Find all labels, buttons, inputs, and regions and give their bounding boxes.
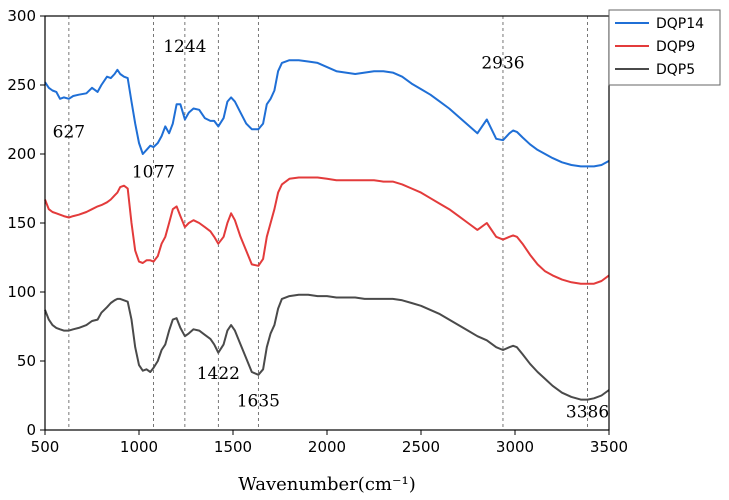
x-tick-label: 2000 xyxy=(308,438,346,456)
series-line-dqp14 xyxy=(44,59,610,168)
series-line-dqp5 xyxy=(44,293,610,401)
y-tick-label: 250 xyxy=(7,76,36,94)
plot-frame xyxy=(44,15,610,431)
legend-label-dqp5: DQP5 xyxy=(656,62,695,78)
x-axis-ticks: 500 1000 1500 2000 2500 3000 3500 xyxy=(31,430,628,456)
peak-label-627: 627 xyxy=(53,122,85,142)
legend: DQP14 DQP9 DQP5 xyxy=(608,9,721,86)
x-tick-label: 1500 xyxy=(214,438,252,456)
peak-annotations: 627 1077 1244 1422 1635 2936 3386 xyxy=(53,37,610,423)
peak-label-1244: 1244 xyxy=(163,37,206,57)
peak-label-3386: 3386 xyxy=(566,403,609,423)
peak-label-1422: 1422 xyxy=(197,364,240,384)
x-tick-label: 3000 xyxy=(496,438,534,456)
x-tick-label: 3500 xyxy=(590,438,628,456)
reference-lines xyxy=(68,16,588,430)
series-line-dqp9 xyxy=(44,176,610,285)
y-tick-label: 150 xyxy=(7,214,36,232)
peak-label-2936: 2936 xyxy=(481,53,524,73)
legend-label-dqp14: DQP14 xyxy=(656,16,704,32)
peak-label-1077: 1077 xyxy=(132,162,175,182)
series-layer xyxy=(44,59,610,401)
axes xyxy=(44,15,610,431)
x-tick-label: 500 xyxy=(31,438,60,456)
x-axis-label: Wavenumber(cm⁻¹) xyxy=(238,474,415,495)
y-tick-label: 50 xyxy=(17,352,36,370)
x-tick-label: 2500 xyxy=(402,438,440,456)
y-tick-label: 100 xyxy=(7,283,36,301)
peak-label-1635: 1635 xyxy=(237,392,280,412)
legend-label-dqp9: DQP9 xyxy=(656,39,695,55)
y-tick-label: 300 xyxy=(7,7,36,25)
x-tick-label: 1000 xyxy=(120,438,158,456)
y-tick-label: 200 xyxy=(7,145,36,163)
y-axis-ticks: 0 50 100 150 200 250 300 xyxy=(7,7,45,439)
y-tick-label: 0 xyxy=(26,421,36,439)
